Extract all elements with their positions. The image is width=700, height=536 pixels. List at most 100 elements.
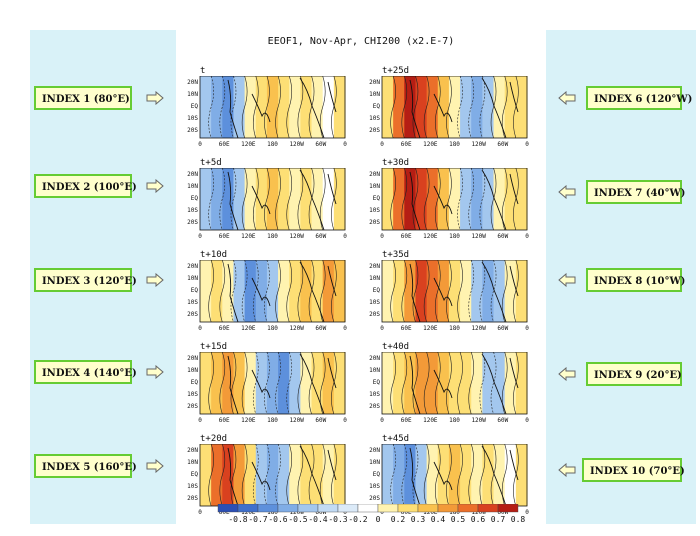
lon-tick-label: 120E (241, 417, 256, 424)
index-box-left-2: INDEX 2 (100°E) (34, 174, 137, 198)
lon-tick-label: 180 (449, 417, 460, 424)
lon-tick-label: 0 (525, 325, 529, 332)
lat-tick-label: 10N (187, 367, 198, 374)
arrow-right-icon (146, 365, 164, 379)
lon-tick-label: 0 (380, 141, 384, 148)
lon-tick-label: 120E (423, 325, 438, 332)
lon-tick-label: 180 (267, 141, 278, 148)
lon-tick-label: 120E (423, 233, 438, 240)
lon-tick-label: 0 (343, 233, 347, 240)
arrow-left-icon (558, 91, 576, 105)
lat-tick-label: 10N (187, 91, 198, 98)
lat-tick-label: EQ (191, 379, 199, 386)
lon-tick-label: 60E (401, 141, 412, 148)
lat-tick-label: 20S (369, 495, 380, 502)
lat-tick-label: EQ (191, 471, 199, 478)
lon-tick-label: 120W (471, 141, 486, 148)
index-box-left-4: INDEX 4 (140°E) (34, 360, 137, 384)
index-box-right-8: INDEX 8 (10°W) (586, 268, 685, 292)
lat-tick-label: 10S (369, 299, 380, 306)
lon-tick-label: 120W (471, 417, 486, 424)
lon-tick-label: 0 (198, 233, 202, 240)
colorbar-label: 0.7 (491, 515, 506, 524)
lat-tick-label: 20S (187, 127, 198, 134)
lat-tick-label: 10N (369, 367, 380, 374)
lat-tick-label: 10N (369, 91, 380, 98)
lon-tick-label: 0 (380, 233, 384, 240)
panel-label-right-1: t+30d (382, 158, 410, 168)
lon-tick-label: 60E (219, 233, 230, 240)
lon-tick-label: 60E (401, 509, 412, 516)
lon-tick-label: 120E (423, 417, 438, 424)
lat-tick-label: 20N (187, 447, 198, 454)
arrow-right-icon (146, 91, 164, 105)
panel-label-left-0: t (200, 66, 206, 76)
colorbar-swatch (437, 504, 459, 513)
lon-tick-label: 0 (343, 417, 347, 424)
lon-tick-label: 0 (343, 141, 347, 148)
lat-tick-label: 10S (369, 207, 380, 214)
lon-tick-label: 180 (267, 325, 278, 332)
colorbar-label: 0.6 (471, 515, 486, 524)
colorbar-label: 0.8 (511, 515, 526, 524)
lat-tick-label: 20N (369, 355, 380, 362)
colorbar-swatch (377, 504, 399, 513)
colorbar-label: -0.7 (248, 515, 267, 524)
panel-label-right-4: t+45d (382, 434, 410, 444)
colorbar-swatch (317, 504, 339, 513)
lat-tick-label: 10N (369, 275, 380, 282)
colorbar-label: -0.4 (308, 515, 327, 524)
lat-tick-label: 20N (369, 171, 380, 178)
lat-tick-label: 10N (187, 459, 198, 466)
lat-tick-label: 10S (369, 115, 380, 122)
colorbar-label: -0.5 (288, 515, 307, 524)
colorbar-label: 0.3 (411, 515, 426, 524)
lon-tick-label: 0 (380, 509, 384, 516)
colorbar-label: 0.4 (431, 515, 446, 524)
lat-tick-label: 20N (369, 263, 380, 270)
lat-tick-label: 20N (187, 171, 198, 178)
lon-tick-label: 120E (423, 509, 438, 516)
colorbar-label: 0 (376, 515, 381, 524)
lon-tick-label: 0 (343, 325, 347, 332)
panel-label-left-1: t+5d (200, 158, 222, 168)
lon-tick-label: 60W (315, 325, 326, 332)
index-box-left-3: INDEX 3 (120°E) (34, 268, 137, 292)
arrow-right-icon (146, 273, 164, 287)
lon-tick-label: 60W (315, 233, 326, 240)
lat-tick-label: 20N (369, 79, 380, 86)
lat-tick-label: EQ (191, 287, 199, 294)
lat-tick-label: EQ (373, 195, 381, 202)
lat-tick-label: 20S (187, 219, 198, 226)
lon-tick-label: 0 (380, 417, 384, 424)
lat-tick-label: 10N (369, 459, 380, 466)
lat-tick-label: EQ (191, 195, 199, 202)
lon-tick-label: 0 (198, 325, 202, 332)
lon-tick-label: 180 (267, 233, 278, 240)
lat-tick-label: 20N (187, 263, 198, 270)
lon-tick-label: 0 (380, 325, 384, 332)
lat-tick-label: 10S (187, 115, 198, 122)
lat-tick-label: 20S (187, 495, 198, 502)
lon-tick-label: 60W (497, 233, 508, 240)
index-box-left-1: INDEX 1 (80°E) (34, 86, 132, 110)
lat-tick-label: 20S (369, 219, 380, 226)
lon-tick-label: 120E (241, 141, 256, 148)
lon-tick-label: 120E (241, 509, 256, 516)
colorbar-swatch (277, 504, 299, 513)
lat-tick-label: 10S (187, 207, 198, 214)
lon-tick-label: 180 (449, 509, 460, 516)
lon-tick-label: 120E (241, 325, 256, 332)
lat-tick-label: EQ (191, 103, 199, 110)
index-box-right-9: INDEX 9 (20°E) (586, 362, 682, 386)
colorbar-label: -0.8 (228, 515, 247, 524)
lon-tick-label: 0 (198, 417, 202, 424)
lat-tick-label: 10N (369, 183, 380, 190)
lat-tick-label: 10S (187, 483, 198, 490)
colorbar-swatch (497, 504, 519, 513)
